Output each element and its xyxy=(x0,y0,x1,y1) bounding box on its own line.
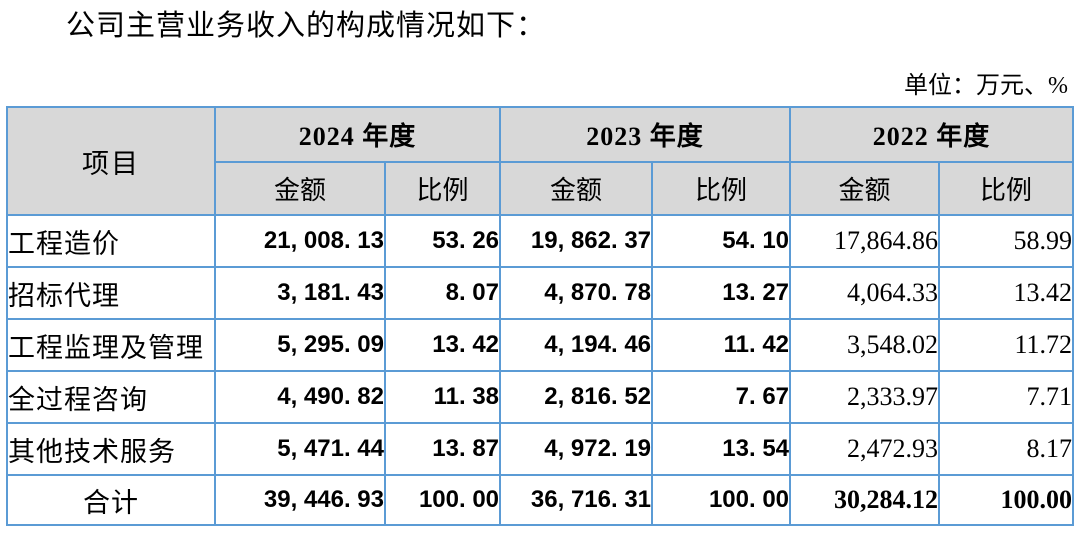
cell-item: 工程造价 xyxy=(6,214,216,268)
cell-2023-ratio: 13. 54 xyxy=(651,422,792,476)
cell-2023-ratio: 13. 27 xyxy=(651,266,792,320)
cell-item: 全过程咨询 xyxy=(6,370,216,424)
cell-item: 其他技术服务 xyxy=(6,422,216,476)
col-header-item: 项目 xyxy=(6,106,216,216)
cell-2024-amount: 39, 446. 93 xyxy=(214,474,386,526)
col-header-2024-amount: 金额 xyxy=(214,161,386,216)
col-header-2023-ratio: 比例 xyxy=(651,161,792,216)
header-row-subcolumns: 金额 比例 金额 比例 金额 比例 xyxy=(7,161,1075,216)
cell-2024-ratio: 13. 42 xyxy=(383,318,502,372)
cell-2024-amount: 3, 181. 43 xyxy=(214,266,386,320)
col-header-year-2023: 2023 年度 xyxy=(499,106,792,163)
cell-2024-amount: 4, 490. 82 xyxy=(214,370,386,424)
col-header-2022-ratio: 比例 xyxy=(938,161,1075,216)
table-row-engineering-cost: 工程造价 21, 008. 13 53. 26 19, 862. 37 54. … xyxy=(6,214,1075,268)
cell-2022-amount: 4,064.33 xyxy=(789,266,941,320)
cell-2024-ratio: 11. 38 xyxy=(383,370,502,424)
col-header-year-2024: 2024 年度 xyxy=(213,106,502,163)
cell-item: 招标代理 xyxy=(6,266,216,320)
cell-2022-amount: 3,548.02 xyxy=(789,318,941,372)
cell-2022-ratio: 11.72 xyxy=(938,318,1075,372)
cell-2023-ratio: 7. 67 xyxy=(651,370,792,424)
table-row-other-technical-services: 其他技术服务 5, 471. 44 13. 87 4, 972. 19 13. … xyxy=(6,422,1075,476)
col-header-2024-ratio: 比例 xyxy=(383,161,502,216)
table-row-bidding-agency: 招标代理 3, 181. 43 8. 07 4, 870. 78 13. 27 … xyxy=(6,266,1075,320)
cell-2024-amount: 21, 008. 13 xyxy=(214,214,386,268)
cell-2023-amount: 4, 194. 46 xyxy=(499,318,654,372)
table-row-total: 合计 39, 446. 93 100. 00 36, 716. 31 100. … xyxy=(6,474,1075,526)
cell-2022-ratio: 13.42 xyxy=(938,266,1075,320)
cell-2022-ratio: 100.00 xyxy=(938,474,1075,526)
cell-2022-ratio: 8.17 xyxy=(938,422,1075,476)
cell-2022-amount: 2,472.93 xyxy=(789,422,941,476)
unit-label: 单位：万元、% xyxy=(904,73,1068,99)
cell-2024-amount: 5, 295. 09 xyxy=(214,318,386,372)
cell-2022-ratio: 7.71 xyxy=(938,370,1075,424)
table-row-supervision-management: 工程监理及管理 5, 295. 09 13. 42 4, 194. 46 11.… xyxy=(6,318,1075,372)
cell-2023-ratio: 100. 00 xyxy=(651,474,792,526)
cell-2023-ratio: 11. 42 xyxy=(651,318,792,372)
cell-item: 工程监理及管理 xyxy=(6,318,216,372)
header-row-years: 项目 2024 年度 2023 年度 2022 年度 xyxy=(6,106,1075,216)
table-row-whole-process-consulting: 全过程咨询 4, 490. 82 11. 38 2, 816. 52 7. 67… xyxy=(6,370,1075,424)
cell-2023-ratio: 54. 10 xyxy=(651,214,792,268)
cell-2024-amount: 5, 471. 44 xyxy=(214,422,386,476)
cell-2024-ratio: 8. 07 xyxy=(383,266,502,320)
cell-2022-amount: 30,284.12 xyxy=(789,474,941,526)
cell-2023-amount: 2, 816. 52 xyxy=(499,370,654,424)
cell-2023-amount: 19, 862. 37 xyxy=(499,214,654,268)
col-header-2023-amount: 金额 xyxy=(499,161,654,216)
cell-2024-ratio: 13. 87 xyxy=(383,422,502,476)
intro-text: 公司主营业务收入的构成情况如下： xyxy=(66,10,547,42)
cell-2023-amount: 4, 870. 78 xyxy=(499,266,654,320)
cell-2024-ratio: 100. 00 xyxy=(383,474,502,526)
cell-2023-amount: 36, 716. 31 xyxy=(499,474,654,526)
col-header-year-2022: 2022 年度 xyxy=(789,106,1075,163)
cell-2022-amount: 17,864.86 xyxy=(789,214,941,268)
cell-2024-ratio: 53. 26 xyxy=(383,214,502,268)
revenue-composition-table: 项目 2024 年度 2023 年度 2022 年度 金额 比例 金额 比例 金… xyxy=(6,106,1075,526)
cell-2022-ratio: 58.99 xyxy=(938,214,1075,268)
cell-2022-amount: 2,333.97 xyxy=(789,370,941,424)
cell-2023-amount: 4, 972. 19 xyxy=(499,422,654,476)
cell-item-total: 合计 xyxy=(6,474,216,526)
col-header-2022-amount: 金额 xyxy=(789,161,941,216)
